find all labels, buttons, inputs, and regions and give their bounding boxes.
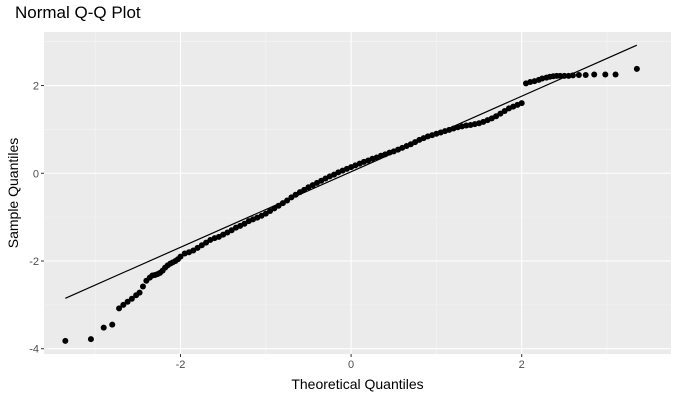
data-point (109, 321, 116, 328)
y-axis-title: Sample Quantiles (5, 138, 21, 249)
data-point (582, 71, 589, 78)
y-tick-label: -4 (29, 344, 39, 356)
data-point (633, 65, 640, 72)
data-point (575, 71, 582, 78)
x-axis-ticks: -2 0 2 (176, 354, 525, 371)
data-point (120, 301, 127, 308)
data-point (62, 337, 69, 344)
chart-title: Normal Q-Q Plot (15, 3, 141, 22)
x-tick-label: 2 (519, 359, 525, 371)
data-point (116, 305, 123, 312)
data-point (591, 71, 598, 78)
data-point (124, 298, 131, 305)
plot-panel (44, 32, 671, 354)
data-point (518, 100, 525, 107)
reference-line (65, 44, 638, 299)
data-point (612, 71, 619, 78)
y-tick-label: 2 (33, 81, 39, 93)
data-point (177, 253, 184, 260)
data-point (136, 289, 143, 296)
y-tick-label: 0 (33, 168, 39, 180)
data-point (139, 283, 146, 290)
y-axis-ticks: -4 -2 0 2 (29, 81, 44, 356)
data-point (100, 324, 107, 331)
y-tick-label: -2 (29, 256, 39, 268)
data-point (557, 72, 564, 79)
x-tick-label: -2 (176, 359, 186, 371)
data-point (87, 336, 94, 343)
x-tick-label: 0 (348, 359, 354, 371)
data-point (602, 71, 609, 78)
data-point (128, 295, 135, 302)
x-axis-title: Theoretical Quantiles (291, 376, 423, 392)
grid-minor (44, 32, 671, 354)
